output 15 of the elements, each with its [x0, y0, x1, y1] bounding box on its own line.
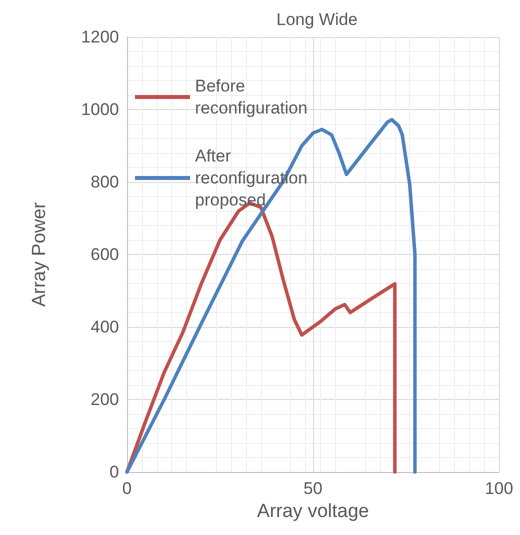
- y-tick-label: 1200: [81, 28, 119, 46]
- y-tick-label: 0: [110, 462, 119, 482]
- x-axis-title: Array voltage: [257, 500, 369, 522]
- x-tick-label: 0: [122, 479, 132, 498]
- y-tick-label: 1000: [81, 100, 119, 119]
- chart-title: Long Wide: [276, 10, 358, 29]
- y-axis-title: Array Power: [29, 202, 50, 307]
- legend-label: Before reconfiguration: [195, 76, 308, 118]
- y-tick-label: 800: [90, 172, 119, 192]
- y-tick-label: 200: [90, 390, 119, 409]
- x-tick-label: 50: [304, 479, 322, 498]
- line-series: [125, 118, 417, 474]
- y-tick-label: 400: [90, 318, 119, 336]
- x-tick-label: 100: [484, 479, 514, 498]
- y-tick-label: 600: [90, 245, 119, 264]
